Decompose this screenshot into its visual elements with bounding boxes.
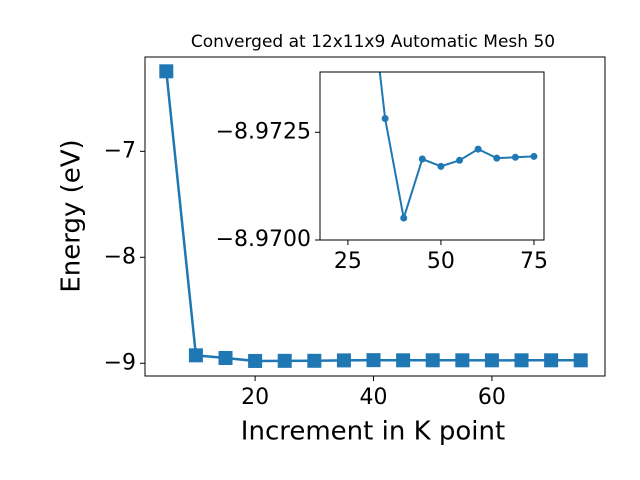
x-tick-label: 25 <box>334 249 362 274</box>
y-tick-label: −8.9725 <box>216 119 311 144</box>
marker <box>188 348 203 363</box>
marker <box>474 145 482 153</box>
series <box>159 64 588 368</box>
x-tick-label: 75 <box>520 249 548 274</box>
marker <box>307 353 322 368</box>
marker <box>514 353 529 368</box>
marker <box>381 115 389 123</box>
y-tick-label: −8 <box>104 244 136 269</box>
y-axis-label: Energy (eV) <box>57 139 87 292</box>
x-tick-label: 40 <box>360 385 388 410</box>
axes-frame <box>144 56 606 377</box>
marker <box>493 154 501 162</box>
x-axis-label: Increment in K point <box>241 417 505 447</box>
y-tick-label: −8.9700 <box>216 227 311 252</box>
marker <box>277 353 292 368</box>
marker <box>437 162 445 170</box>
axes-frame <box>319 71 545 241</box>
marker <box>484 353 499 368</box>
y-tick-label: −7 <box>104 138 136 163</box>
marker <box>455 353 470 368</box>
marker <box>530 152 538 160</box>
marker <box>400 214 408 222</box>
x-tick-label: 50 <box>427 249 455 274</box>
series <box>378 72 538 222</box>
marker <box>418 155 426 163</box>
marker <box>456 156 464 164</box>
chart-title: Converged at 12x11x9 Automatic Mesh 50 <box>191 32 555 52</box>
marker <box>159 64 174 79</box>
marker <box>396 353 411 368</box>
x-tick-label: 60 <box>478 385 506 410</box>
plot-area <box>320 72 544 240</box>
marker <box>544 353 559 368</box>
marker <box>573 353 588 368</box>
marker <box>336 353 351 368</box>
marker <box>425 353 440 368</box>
y-tick-label: −9 <box>104 350 136 375</box>
x-tick-label: 20 <box>241 385 269 410</box>
marker <box>511 153 519 161</box>
marker <box>218 350 233 365</box>
marker <box>248 353 263 368</box>
marker <box>366 353 381 368</box>
